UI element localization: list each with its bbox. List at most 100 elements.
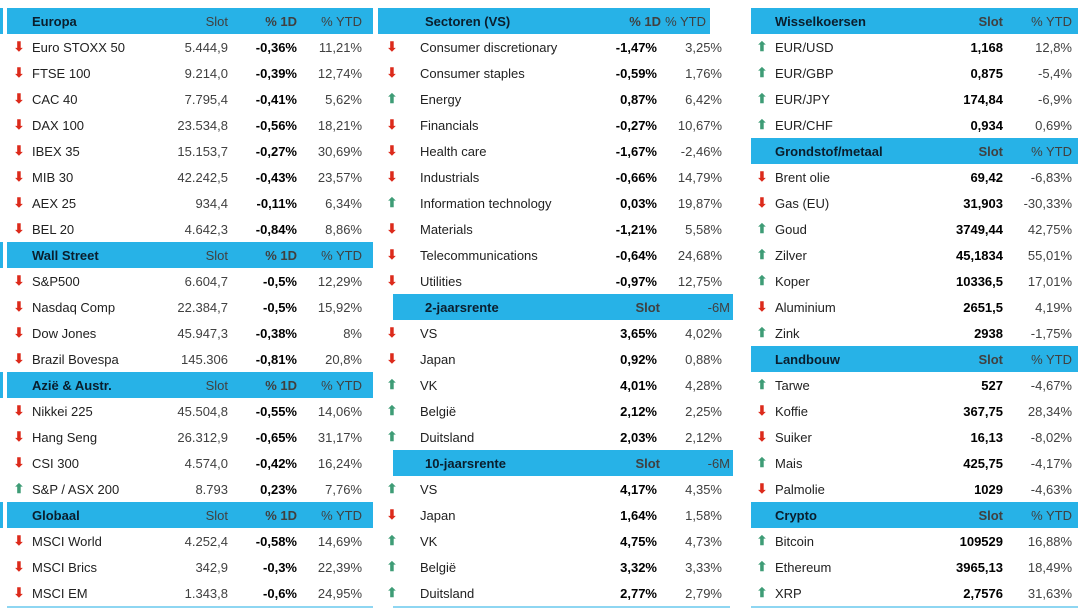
instrument-label: Brent olie	[775, 169, 830, 185]
table-row: ⬇ Aluminium 2651,5 4,19%	[751, 294, 1078, 320]
primary-value: 2,7576	[963, 585, 1003, 601]
down-arrow-icon: ⬇	[386, 325, 398, 340]
primary-value: 69,42	[970, 169, 1003, 185]
pct-1d-value: -0,39%	[255, 65, 297, 81]
instrument-label: IBEX 35	[32, 143, 80, 159]
secondary-value: 12,75%	[677, 273, 722, 289]
slot-value: 1.343,8	[184, 585, 228, 601]
slot-value: 23.534,8	[177, 117, 228, 133]
down-arrow-icon: ⬇	[386, 351, 398, 366]
table-row: ⬇ MSCI World 4.252,4 -0,58% 14,69%	[7, 528, 373, 554]
secondary-value: 18,49%	[1027, 559, 1072, 575]
header-col-1d: % 1D	[265, 507, 297, 523]
instrument-label: Nasdaq Comp	[32, 299, 116, 315]
instrument-label: MIB 30	[32, 169, 74, 185]
primary-value: 2,03%	[620, 429, 657, 445]
instrument-label: Koffie	[775, 403, 809, 419]
down-arrow-icon: ⬇	[386, 65, 398, 80]
instrument-label: Industrials	[420, 169, 480, 185]
down-arrow-icon: ⬇	[13, 455, 25, 470]
primary-value: 3,32%	[620, 559, 657, 575]
slot-value: 6.604,7	[184, 273, 228, 289]
section-title: Sectoren (VS)	[425, 13, 511, 29]
table-row: ⬇ Consumer discretionary -1,47% 3,25%	[378, 34, 722, 60]
table-row: ⬇ MSCI Brics 342,9 -0,3% 22,39%	[7, 554, 373, 580]
header-col-slot: Slot	[635, 455, 660, 471]
section-header-globaal: Globaal Slot % 1D % YTD	[0, 502, 373, 528]
pct-1d-value: -0,6%	[263, 585, 297, 601]
slot-value: 4.574,0	[184, 455, 228, 471]
market-column-sectors-rates: Sectoren (VS) % 1D% YTD ⬇ Consumer discreti…	[378, 8, 733, 608]
up-arrow-icon: ⬆	[386, 377, 398, 392]
table-row: ⬆ Ethereum 3965,13 18,49%	[751, 554, 1078, 580]
up-arrow-icon: ⬆	[756, 325, 768, 340]
primary-value: 16,13	[970, 429, 1003, 445]
header-col-slot: Slot	[978, 351, 1003, 367]
primary-value: 527	[981, 377, 1003, 393]
up-arrow-icon: ⬆	[756, 221, 768, 236]
secondary-value: -4,67%	[1030, 377, 1072, 393]
header-col-ytd: % YTD	[321, 247, 362, 263]
secondary-value: 1,76%	[685, 65, 722, 81]
instrument-label: Palmolie	[775, 481, 825, 497]
table-row: ⬇ AEX 25 934,4 -0,11% 6,34%	[7, 190, 373, 216]
down-arrow-icon: ⬇	[386, 273, 398, 288]
down-arrow-icon: ⬇	[386, 117, 398, 132]
down-arrow-icon: ⬇	[386, 247, 398, 262]
instrument-label: Japan	[420, 507, 456, 523]
section-header-grondstof-metaal: Grondstof/metaal Slot % YTD	[751, 138, 1078, 164]
header-col-1d: % 1D	[629, 13, 661, 29]
header-col-slot: Slot	[205, 247, 228, 263]
instrument-label: S&P500	[32, 273, 80, 289]
primary-value: 367,75	[963, 403, 1003, 419]
instrument-label: Mais	[775, 455, 803, 471]
table-row: ⬇ Japan 0,92% 0,88%	[378, 346, 722, 372]
section-header-azie-austr: Azië & Austr. Slot % 1D % YTD	[0, 372, 373, 398]
down-arrow-icon: ⬇	[13, 273, 25, 288]
instrument-label: Aluminium	[775, 299, 836, 315]
table-row: ⬆ S&P / ASX 200 8.793 0,23% 7,76%	[7, 476, 373, 502]
slot-value: 4.252,4	[184, 533, 228, 549]
table-row: ⬇ Telecommunications -0,64% 24,68%	[378, 242, 722, 268]
instrument-label: Health care	[420, 143, 487, 159]
table-row: ⬇ Materials -1,21% 5,58%	[378, 216, 722, 242]
pct-1d-value: -0,5%	[263, 273, 297, 289]
table-row: ⬇ Hang Seng 26.312,9 -0,65% 31,17%	[7, 424, 373, 450]
down-arrow-icon: ⬇	[13, 195, 25, 210]
primary-value: 4,17%	[620, 481, 657, 497]
instrument-label: Koper	[775, 273, 810, 289]
instrument-label: EUR/GBP	[775, 65, 834, 81]
header-col-ytd: % YTD	[321, 13, 362, 29]
pct-1d-value: -0,81%	[255, 351, 297, 367]
secondary-value: 3,33%	[685, 559, 722, 575]
primary-value: 2,77%	[620, 585, 657, 601]
pct-1d-value: -0,5%	[263, 299, 297, 315]
secondary-value: -6,9%	[1038, 91, 1072, 107]
header-col-slot: Slot	[205, 507, 228, 523]
secondary-value: 2,25%	[685, 403, 722, 419]
pct-1d-value: -0,65%	[255, 429, 297, 445]
instrument-label: AEX 25	[32, 195, 77, 211]
down-arrow-icon: ⬇	[386, 143, 398, 158]
secondary-value: 28,34%	[1027, 403, 1072, 419]
pct-ytd-value: 16,24%	[317, 455, 362, 471]
instrument-label: Hang Seng	[32, 429, 98, 445]
table-row: ⬇ Industrials -0,66% 14,79%	[378, 164, 722, 190]
table-row: ⬆ Zink 2938 -1,75%	[751, 320, 1078, 346]
header-col-1d: % 1D	[265, 13, 297, 29]
instrument-label: VS	[420, 481, 438, 497]
section-title: Wall Street	[32, 247, 99, 263]
pct-ytd-value: 7,76%	[325, 481, 362, 497]
section-title: Landbouw	[775, 351, 840, 367]
header-col-slot: Slot	[978, 13, 1003, 29]
section-title: Grondstof/metaal	[775, 143, 883, 159]
down-arrow-icon: ⬇	[13, 585, 25, 600]
secondary-value: 16,88%	[1027, 533, 1072, 549]
instrument-label: Dow Jones	[32, 325, 97, 341]
secondary-value: 5,58%	[685, 221, 722, 237]
secondary-value: 4,19%	[1035, 299, 1072, 315]
up-arrow-icon: ⬆	[756, 247, 768, 262]
pct-ytd-value: 12,74%	[317, 65, 362, 81]
header-col-ytd: % YTD	[321, 507, 362, 523]
up-arrow-icon: ⬆	[756, 65, 768, 80]
